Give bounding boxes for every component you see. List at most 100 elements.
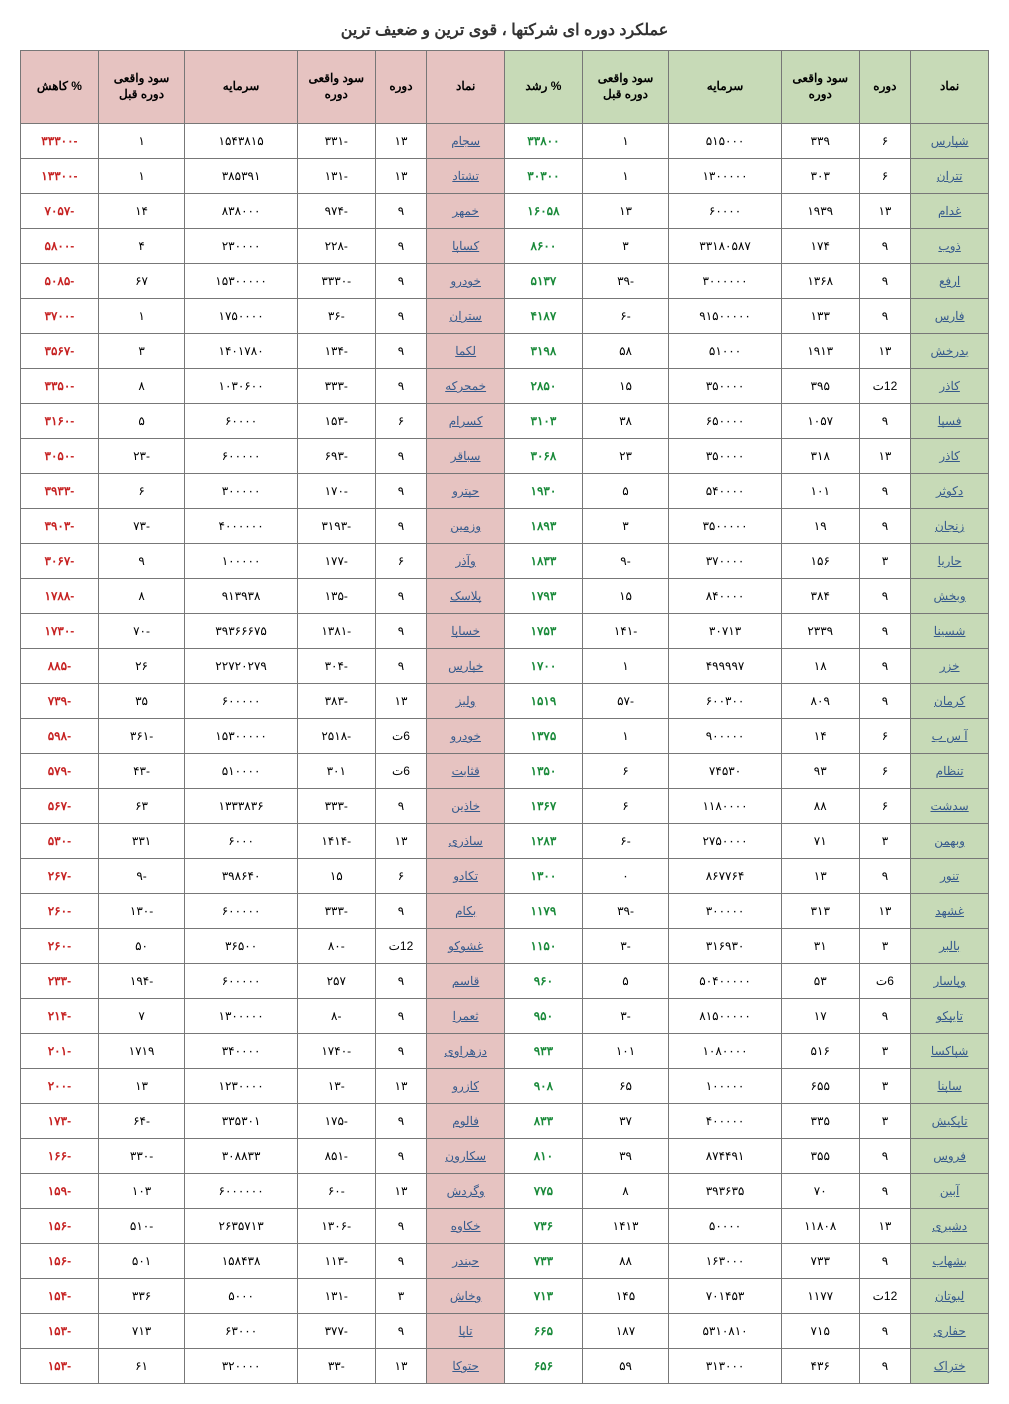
symbol-weak[interactable]: وآذر <box>427 544 505 579</box>
growth-pct: ۶۵۶ <box>505 1349 583 1384</box>
symbol-strong[interactable]: ساپنا <box>911 1069 989 1104</box>
symbol-weak[interactable]: خمهر <box>427 194 505 229</box>
symbol-weak[interactable]: تاپا <box>427 1314 505 1349</box>
symbol-weak[interactable]: حپترو <box>427 474 505 509</box>
symbol-strong[interactable]: فسپا <box>911 404 989 439</box>
symbol-strong[interactable]: بالبر <box>911 929 989 964</box>
table-row: کاذر۱۳۳۱۸۳۵۰۰۰۰۲۳۳۰۶۸سباقر۹-۶۹۳۶۰۰۰۰۰-۲۳… <box>21 439 989 474</box>
symbol-strong[interactable]: خزر <box>911 649 989 684</box>
symbol-weak[interactable]: تشتاد <box>427 159 505 194</box>
profit-strong: ۱۹۳۹ <box>781 194 859 229</box>
symbol-strong[interactable]: غشهد <box>911 894 989 929</box>
symbol-weak[interactable]: تکادو <box>427 859 505 894</box>
profit-strong: ۳۱ <box>781 929 859 964</box>
capital-weak: ۵۰۰۰ <box>185 1279 298 1314</box>
profit-weak: -۱۳۱ <box>297 1279 375 1314</box>
symbol-strong[interactable]: تتران <box>911 159 989 194</box>
capital-strong: ۳۰۰۰۰۰ <box>669 894 782 929</box>
symbol-strong[interactable]: دشیری <box>911 1209 989 1244</box>
symbol-weak[interactable]: خاذین <box>427 789 505 824</box>
symbol-weak[interactable]: پلاسک <box>427 579 505 614</box>
symbol-weak[interactable]: دزهراوی <box>427 1034 505 1069</box>
symbol-strong[interactable]: بدرخش <box>911 334 989 369</box>
symbol-strong[interactable]: سدشت <box>911 789 989 824</box>
symbol-weak[interactable]: قاسم <box>427 964 505 999</box>
symbol-weak[interactable]: قثابت <box>427 754 505 789</box>
decline-pct: -۳۳۵۰ <box>21 369 99 404</box>
symbol-strong[interactable]: بشهاب <box>911 1244 989 1279</box>
profit-strong: ۱۴ <box>781 719 859 754</box>
symbol-strong[interactable]: کاذر <box>911 439 989 474</box>
header-prev-strong: سود واقعی دوره قبل <box>582 51 668 124</box>
symbol-strong[interactable]: وپاسار <box>911 964 989 999</box>
symbol-strong[interactable]: وبخش <box>911 579 989 614</box>
prev-weak: ۲۶ <box>98 649 184 684</box>
symbol-weak[interactable]: سکارون <box>427 1139 505 1174</box>
symbol-strong[interactable]: حاریا <box>911 544 989 579</box>
symbol-strong[interactable]: ارفع <box>911 264 989 299</box>
symbol-weak[interactable]: وزمین <box>427 509 505 544</box>
symbol-weak[interactable]: خساپا <box>427 614 505 649</box>
symbol-weak[interactable]: حبندر <box>427 1244 505 1279</box>
symbol-weak[interactable]: کساپا <box>427 229 505 264</box>
symbol-weak[interactable]: حتوکا <box>427 1349 505 1384</box>
symbol-strong[interactable]: وبهمن <box>911 824 989 859</box>
symbol-weak[interactable]: غشوکو <box>427 929 505 964</box>
symbol-strong[interactable]: غدام <box>911 194 989 229</box>
symbol-strong[interactable]: حفاری <box>911 1314 989 1349</box>
symbol-weak[interactable]: خمحرکه <box>427 369 505 404</box>
symbol-strong[interactable]: آبین <box>911 1174 989 1209</box>
symbol-weak[interactable]: وگردش <box>427 1174 505 1209</box>
profit-weak: -۱۷۷ <box>297 544 375 579</box>
symbol-weak[interactable]: ساذری <box>427 824 505 859</box>
symbol-weak[interactable]: ولیز <box>427 684 505 719</box>
symbol-weak[interactable]: وخاش <box>427 1279 505 1314</box>
growth-pct: ۳۰۳۰۰ <box>505 159 583 194</box>
symbol-strong[interactable]: شپاکسا <box>911 1034 989 1069</box>
symbol-weak[interactable]: سجام <box>427 124 505 159</box>
symbol-strong[interactable]: تنور <box>911 859 989 894</box>
symbol-weak[interactable]: سباقر <box>427 439 505 474</box>
period-weak: ۱۳ <box>375 1174 427 1209</box>
profit-weak: -۳۸۳ <box>297 684 375 719</box>
symbol-strong[interactable]: ختراک <box>911 1349 989 1384</box>
period-strong: ۱۳ <box>859 334 911 369</box>
symbol-weak[interactable]: فالوم <box>427 1104 505 1139</box>
capital-weak: ۱۵۴۳۸۱۵ <box>185 124 298 159</box>
capital-weak: ۶۳۰۰۰ <box>185 1314 298 1349</box>
profit-weak: -۱۳ <box>297 1069 375 1104</box>
symbol-strong[interactable]: فارس <box>911 299 989 334</box>
symbol-strong[interactable]: آ س ب <box>911 719 989 754</box>
symbol-weak[interactable]: خپارس <box>427 649 505 684</box>
symbol-strong[interactable]: فروس <box>911 1139 989 1174</box>
symbol-strong[interactable]: تاپکیش <box>911 1104 989 1139</box>
symbol-weak[interactable]: کازرو <box>427 1069 505 1104</box>
period-weak: ۱۳ <box>375 159 427 194</box>
symbol-weak[interactable]: خکاوه <box>427 1209 505 1244</box>
symbol-weak[interactable]: بکام <box>427 894 505 929</box>
prev-weak: ۶۷ <box>98 264 184 299</box>
symbol-strong[interactable]: ذوب <box>911 229 989 264</box>
period-strong: ۶ <box>859 719 911 754</box>
symbol-weak[interactable]: خودرو <box>427 264 505 299</box>
period-weak: 6ت <box>375 754 427 789</box>
profit-weak: -۸۵۱ <box>297 1139 375 1174</box>
symbol-weak[interactable]: ستران <box>427 299 505 334</box>
symbol-strong[interactable]: شپارس <box>911 124 989 159</box>
table-row: شپاکسا۳۵۱۶۱۰۸۰۰۰۰۱۰۱۹۳۳دزهراوی۹-۱۷۴۰۳۴۰۰… <box>21 1034 989 1069</box>
symbol-weak[interactable]: ثعمرا <box>427 999 505 1034</box>
symbol-strong[interactable]: زنجان <box>911 509 989 544</box>
profit-strong: ۱۸ <box>781 649 859 684</box>
symbol-weak[interactable]: کسرام <box>427 404 505 439</box>
symbol-strong[interactable]: دکوثر <box>911 474 989 509</box>
symbol-strong[interactable]: کرمان <box>911 684 989 719</box>
growth-pct: ۶۶۵ <box>505 1314 583 1349</box>
symbol-weak[interactable]: لکما <box>427 334 505 369</box>
symbol-strong[interactable]: شسینا <box>911 614 989 649</box>
decline-pct: -۵۷۹ <box>21 754 99 789</box>
symbol-strong[interactable]: تایپکو <box>911 999 989 1034</box>
symbol-strong[interactable]: لبوتان <box>911 1279 989 1314</box>
symbol-strong[interactable]: کاذر <box>911 369 989 404</box>
symbol-weak[interactable]: خودرو <box>427 719 505 754</box>
symbol-strong[interactable]: تنظام <box>911 754 989 789</box>
